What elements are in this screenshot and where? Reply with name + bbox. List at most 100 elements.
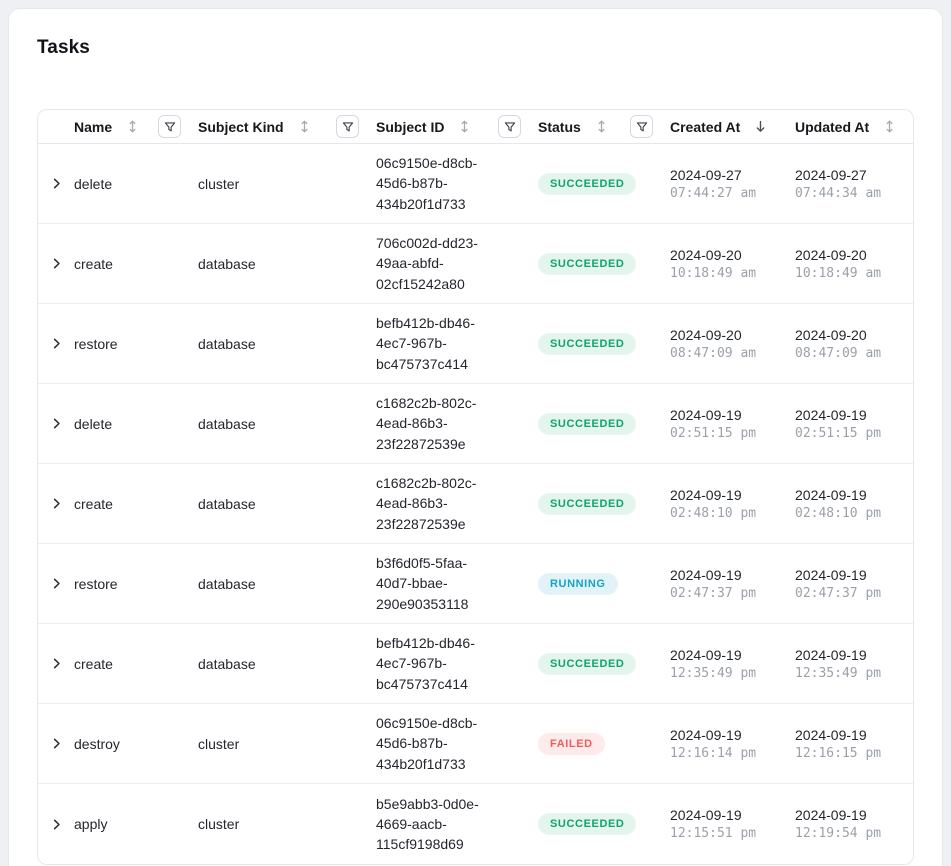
status-badge: SUCCEEDED (538, 332, 637, 355)
header-status: Status (538, 110, 670, 143)
updated-time: 08:47:09 am (795, 345, 882, 361)
updated-date: 2024-09-19 (795, 486, 867, 503)
chevron-right-icon[interactable] (49, 416, 64, 431)
name-filter-button[interactable] (158, 115, 181, 138)
updated-at-cell: 2024-09-27 07:44:34 am (795, 167, 913, 201)
sort-updown-icon[interactable] (297, 119, 312, 134)
status-badge: SUCCEEDED (538, 813, 637, 835)
table-row[interactable]: create database 706c002d-dd23-49aa-abfd-… (38, 224, 913, 304)
subject-id-text: c1682c2b-802c-4ead-86b3-23f22872539e (376, 395, 477, 452)
created-date: 2024-09-19 (670, 646, 742, 663)
updated-date: 2024-09-19 (795, 406, 867, 423)
subject-id-text: befb412b-db46-4ec7-967b-bc475737c414 (376, 315, 475, 372)
chevron-right-icon[interactable] (49, 736, 64, 751)
created-at-cell: 2024-09-19 12:15:51 pm (670, 807, 795, 841)
sort-updown-icon[interactable] (882, 119, 897, 134)
subject-id: 706c002d-dd23-49aa-abfd-02cf15242a80 (376, 233, 538, 294)
table-row[interactable]: apply cluster b5e9abb3-0d0e-4669-aacb-11… (38, 784, 913, 864)
header-subject-kind-sort[interactable]: Subject Kind (198, 119, 312, 135)
chevron-right-icon[interactable] (49, 817, 64, 832)
header-name-label: Name (74, 118, 113, 135)
filter-icon (341, 120, 355, 134)
subject-kind: cluster (198, 735, 240, 752)
header-subject-id: Subject ID (376, 110, 538, 143)
subject-id-text: 06c9150e-d8cb-45d6-b87b-434b20f1d733 (376, 715, 478, 772)
created-time: 02:48:10 pm (670, 505, 757, 521)
header-created-at: Created At (670, 110, 795, 143)
subject-kind: cluster (198, 175, 240, 192)
table-row[interactable]: restore database b3f6d0f5-5faa-40d7-bbae… (38, 544, 913, 624)
subject-id-text: c1682c2b-802c-4ead-86b3-23f22872539e (376, 475, 477, 532)
status-filter-button[interactable] (630, 115, 653, 138)
header-updated-at-sort[interactable]: Updated At (795, 119, 897, 135)
sort-updown-icon[interactable] (125, 119, 140, 134)
created-time: 02:51:15 pm (670, 425, 757, 441)
table-row[interactable]: create database c1682c2b-802c-4ead-86b3-… (38, 464, 913, 544)
table-row[interactable]: destroy cluster 06c9150e-d8cb-45d6-b87b-… (38, 704, 913, 784)
row-expander-cell (38, 336, 74, 351)
sort-updown-icon[interactable] (457, 119, 472, 134)
subject-kind: database (198, 655, 256, 672)
subject-kind: database (198, 335, 256, 352)
chevron-right-icon[interactable] (49, 656, 64, 671)
status-cell: SUCCEEDED (538, 652, 670, 675)
sort-updown-icon[interactable] (594, 119, 609, 134)
subject-kind: cluster (198, 816, 240, 832)
created-time: 08:47:09 am (670, 345, 757, 361)
created-date: 2024-09-19 (670, 486, 742, 503)
updated-time: 02:51:15 pm (795, 425, 882, 441)
status-cell: SUCCEEDED (538, 252, 670, 275)
subject-id: b3f6d0f5-5faa-40d7-bbae-290e90353118 (376, 553, 538, 614)
filter-icon (503, 120, 517, 134)
subject-kind-filter-button[interactable] (336, 115, 359, 138)
table-row[interactable]: delete cluster 06c9150e-d8cb-45d6-b87b-4… (38, 144, 913, 224)
header-subject-id-label: Subject ID (376, 118, 445, 135)
updated-time: 02:48:10 pm (795, 505, 882, 521)
table-row[interactable]: restore database befb412b-db46-4ec7-967b… (38, 304, 913, 384)
created-at-cell: 2024-09-20 08:47:09 am (670, 327, 795, 361)
status-cell: RUNNING (538, 572, 670, 595)
chevron-right-icon[interactable] (49, 496, 64, 511)
chevron-right-icon[interactable] (49, 176, 64, 191)
header-name-sort[interactable]: Name (74, 119, 140, 135)
task-name: delete (74, 415, 113, 432)
created-at-cell: 2024-09-19 02:47:37 pm (670, 567, 795, 601)
table-row[interactable]: create database befb412b-db46-4ec7-967b-… (38, 624, 913, 704)
subject-id-text: befb412b-db46-4ec7-967b-bc475737c414 (376, 635, 475, 692)
chevron-right-icon[interactable] (49, 336, 64, 351)
updated-date: 2024-09-20 (795, 246, 867, 263)
created-time: 12:16:14 pm (670, 745, 757, 761)
task-name: apply (74, 816, 108, 832)
row-expander-cell (38, 256, 74, 271)
header-status-sort[interactable]: Status (538, 119, 609, 135)
status-badge: SUCCEEDED (538, 252, 637, 275)
created-time: 07:44:27 am (670, 185, 757, 201)
table-row[interactable]: delete database c1682c2b-802c-4ead-86b3-… (38, 384, 913, 464)
created-date: 2024-09-19 (670, 406, 742, 423)
created-date: 2024-09-20 (670, 326, 742, 343)
updated-time: 07:44:34 am (795, 185, 882, 201)
row-expander-cell (38, 817, 74, 832)
table-body: delete cluster 06c9150e-d8cb-45d6-b87b-4… (38, 144, 913, 864)
subject-kind: database (198, 495, 256, 512)
updated-time: 12:16:15 pm (795, 745, 882, 761)
updated-at-cell: 2024-09-19 02:51:15 pm (795, 407, 913, 441)
updated-date: 2024-09-19 (795, 726, 867, 743)
row-expander-cell (38, 496, 74, 511)
status-cell: FAILED (538, 732, 670, 755)
subject-id-filter-button[interactable] (498, 115, 521, 138)
updated-date: 2024-09-19 (795, 646, 867, 663)
header-subject-id-sort[interactable]: Subject ID (376, 119, 472, 135)
sort-desc-icon[interactable] (753, 119, 768, 134)
subject-id: befb412b-db46-4ec7-967b-bc475737c414 (376, 633, 538, 694)
chevron-right-icon[interactable] (49, 256, 64, 271)
header-subject-kind-label: Subject Kind (198, 118, 284, 135)
subject-id: c1682c2b-802c-4ead-86b3-23f22872539e (376, 393, 538, 454)
updated-date: 2024-09-19 (795, 807, 867, 823)
created-at-cell: 2024-09-27 07:44:27 am (670, 167, 795, 201)
subject-kind: database (198, 415, 256, 432)
subject-id: 06c9150e-d8cb-45d6-b87b-434b20f1d733 (376, 153, 538, 214)
task-name: restore (74, 335, 118, 352)
chevron-right-icon[interactable] (49, 576, 64, 591)
header-created-at-sort[interactable]: Created At (670, 119, 768, 135)
